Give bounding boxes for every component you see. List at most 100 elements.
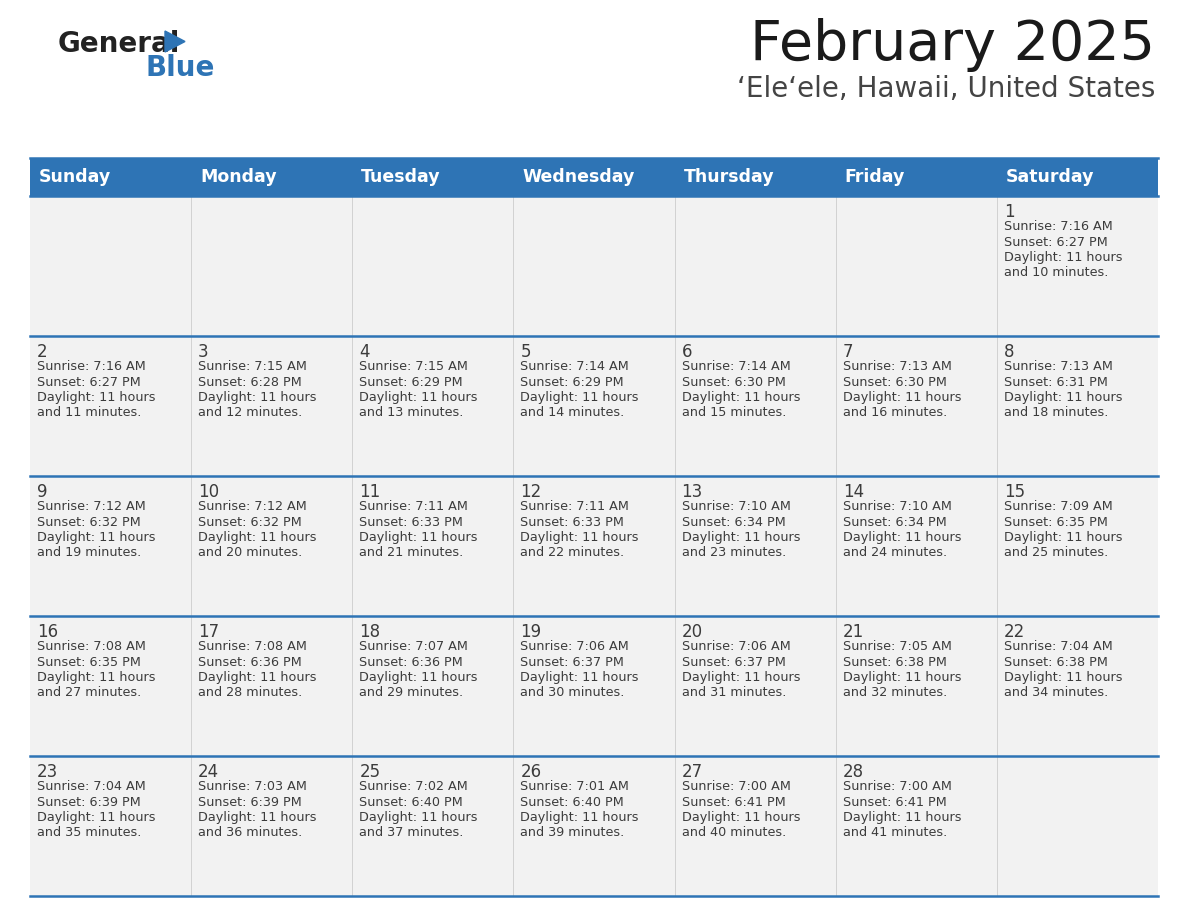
Text: and 30 minutes.: and 30 minutes. [520,687,625,700]
Text: 2: 2 [37,343,48,361]
Text: Sunrise: 7:11 AM: Sunrise: 7:11 AM [520,500,630,513]
Text: Sunset: 6:30 PM: Sunset: 6:30 PM [682,375,785,388]
Text: Sunday: Sunday [39,168,112,186]
Text: Sunset: 6:38 PM: Sunset: 6:38 PM [842,655,947,668]
Text: Daylight: 11 hours: Daylight: 11 hours [1004,671,1123,684]
Text: 24: 24 [198,763,220,781]
Text: Daylight: 11 hours: Daylight: 11 hours [37,391,156,404]
Text: Blue: Blue [146,54,215,82]
Text: and 13 minutes.: and 13 minutes. [359,407,463,420]
Text: and 40 minutes.: and 40 minutes. [682,826,785,839]
Text: Wednesday: Wednesday [523,168,634,186]
Text: Sunrise: 7:13 AM: Sunrise: 7:13 AM [1004,360,1113,373]
Text: 7: 7 [842,343,853,361]
Text: and 29 minutes.: and 29 minutes. [359,687,463,700]
Text: Sunrise: 7:10 AM: Sunrise: 7:10 AM [842,500,952,513]
Text: Sunrise: 7:10 AM: Sunrise: 7:10 AM [682,500,790,513]
Text: and 36 minutes.: and 36 minutes. [198,826,303,839]
Text: Sunset: 6:33 PM: Sunset: 6:33 PM [520,516,625,529]
Text: Tuesday: Tuesday [361,168,441,186]
Text: 5: 5 [520,343,531,361]
Text: Sunrise: 7:15 AM: Sunrise: 7:15 AM [198,360,307,373]
Text: Sunset: 6:28 PM: Sunset: 6:28 PM [198,375,302,388]
Text: and 32 minutes.: and 32 minutes. [842,687,947,700]
Text: Sunrise: 7:00 AM: Sunrise: 7:00 AM [682,780,790,793]
Text: Sunrise: 7:16 AM: Sunrise: 7:16 AM [37,360,146,373]
Text: Sunset: 6:31 PM: Sunset: 6:31 PM [1004,375,1107,388]
Text: Daylight: 11 hours: Daylight: 11 hours [359,531,478,544]
Text: 3: 3 [198,343,209,361]
Text: and 15 minutes.: and 15 minutes. [682,407,786,420]
Text: Sunset: 6:36 PM: Sunset: 6:36 PM [198,655,302,668]
Text: Daylight: 11 hours: Daylight: 11 hours [842,531,961,544]
Text: and 10 minutes.: and 10 minutes. [1004,266,1108,279]
Bar [30,616,1158,756]
Text: Daylight: 11 hours: Daylight: 11 hours [198,391,317,404]
Text: Sunset: 6:40 PM: Sunset: 6:40 PM [520,796,624,809]
Text: 27: 27 [682,763,702,781]
Text: Sunset: 6:39 PM: Sunset: 6:39 PM [37,796,140,809]
Text: Daylight: 11 hours: Daylight: 11 hours [359,811,478,824]
Text: and 23 minutes.: and 23 minutes. [682,546,785,559]
Text: and 22 minutes.: and 22 minutes. [520,546,625,559]
Text: and 20 minutes.: and 20 minutes. [198,546,303,559]
Text: and 14 minutes.: and 14 minutes. [520,407,625,420]
Text: Sunset: 6:38 PM: Sunset: 6:38 PM [1004,655,1107,668]
Text: Sunset: 6:29 PM: Sunset: 6:29 PM [520,375,624,388]
Text: Saturday: Saturday [1006,168,1094,186]
Text: Daylight: 11 hours: Daylight: 11 hours [682,671,800,684]
Bar [30,476,1158,616]
Text: Daylight: 11 hours: Daylight: 11 hours [842,671,961,684]
Text: 21: 21 [842,623,864,641]
Text: 10: 10 [198,483,220,501]
Text: 20: 20 [682,623,702,641]
Text: Daylight: 11 hours: Daylight: 11 hours [37,531,156,544]
Text: 4: 4 [359,343,369,361]
Text: Sunrise: 7:12 AM: Sunrise: 7:12 AM [198,500,307,513]
Text: Sunrise: 7:05 AM: Sunrise: 7:05 AM [842,640,952,653]
Text: Sunrise: 7:03 AM: Sunrise: 7:03 AM [198,780,307,793]
Text: ‘Eleʻele, Hawaii, United States: ‘Eleʻele, Hawaii, United States [737,75,1155,103]
Text: 16: 16 [37,623,58,641]
Text: 9: 9 [37,483,48,501]
Text: Sunset: 6:33 PM: Sunset: 6:33 PM [359,516,463,529]
Text: 28: 28 [842,763,864,781]
Text: Sunset: 6:27 PM: Sunset: 6:27 PM [37,375,140,388]
Text: 17: 17 [198,623,220,641]
Text: 13: 13 [682,483,703,501]
Text: Sunrise: 7:07 AM: Sunrise: 7:07 AM [359,640,468,653]
Text: Sunset: 6:39 PM: Sunset: 6:39 PM [198,796,302,809]
Text: Sunset: 6:34 PM: Sunset: 6:34 PM [842,516,947,529]
Text: 14: 14 [842,483,864,501]
Polygon shape [165,31,185,52]
Text: and 12 minutes.: and 12 minutes. [198,407,303,420]
Text: and 19 minutes.: and 19 minutes. [37,546,141,559]
Text: Sunset: 6:34 PM: Sunset: 6:34 PM [682,516,785,529]
Text: and 25 minutes.: and 25 minutes. [1004,546,1108,559]
Text: Sunrise: 7:04 AM: Sunrise: 7:04 AM [1004,640,1113,653]
Text: Sunrise: 7:14 AM: Sunrise: 7:14 AM [682,360,790,373]
Text: Daylight: 11 hours: Daylight: 11 hours [359,671,478,684]
Bar [30,336,1158,476]
Bar [30,196,1158,336]
Text: February 2025: February 2025 [750,18,1155,72]
Text: Sunset: 6:41 PM: Sunset: 6:41 PM [682,796,785,809]
Text: 15: 15 [1004,483,1025,501]
Text: Sunrise: 7:16 AM: Sunrise: 7:16 AM [1004,220,1113,233]
Text: Thursday: Thursday [683,168,775,186]
Text: and 34 minutes.: and 34 minutes. [1004,687,1108,700]
Text: Daylight: 11 hours: Daylight: 11 hours [682,391,800,404]
Text: Sunrise: 7:13 AM: Sunrise: 7:13 AM [842,360,952,373]
Text: and 28 minutes.: and 28 minutes. [198,687,303,700]
Text: Daylight: 11 hours: Daylight: 11 hours [682,531,800,544]
Text: Sunrise: 7:15 AM: Sunrise: 7:15 AM [359,360,468,373]
Text: 1: 1 [1004,203,1015,221]
Text: and 31 minutes.: and 31 minutes. [682,687,786,700]
Text: Sunset: 6:29 PM: Sunset: 6:29 PM [359,375,463,388]
Text: and 11 minutes.: and 11 minutes. [37,407,141,420]
Text: and 18 minutes.: and 18 minutes. [1004,407,1108,420]
Text: and 27 minutes.: and 27 minutes. [37,687,141,700]
Text: 19: 19 [520,623,542,641]
Text: Daylight: 11 hours: Daylight: 11 hours [682,811,800,824]
Text: Sunset: 6:41 PM: Sunset: 6:41 PM [842,796,947,809]
